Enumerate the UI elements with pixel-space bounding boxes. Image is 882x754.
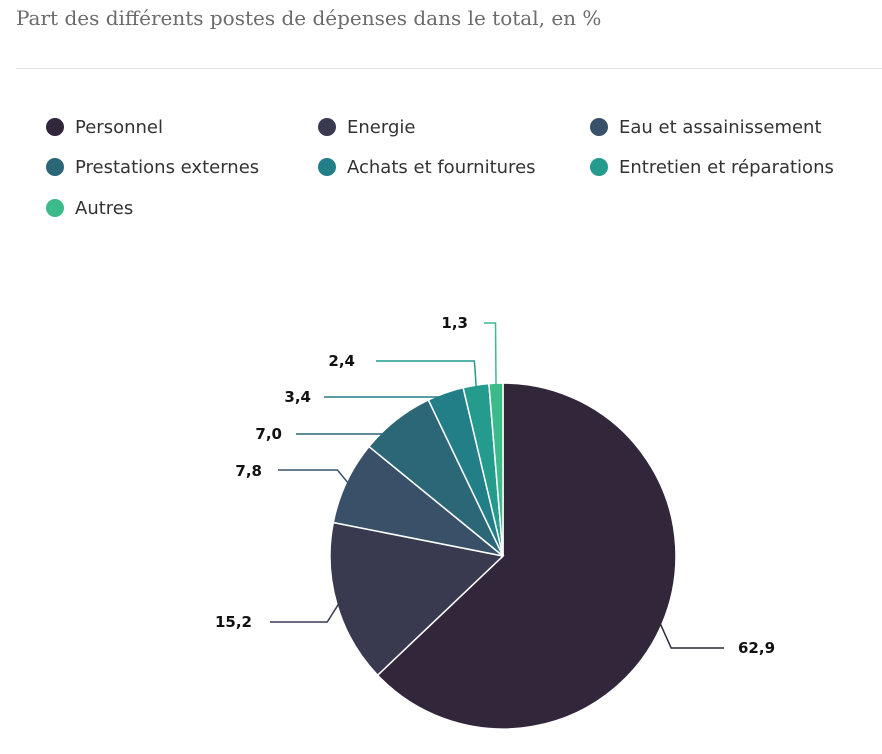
leader-line-5 xyxy=(376,360,477,388)
data-label-2: 7,8 xyxy=(235,462,262,480)
legend-item-prestations-externes[interactable]: Prestations externes xyxy=(46,155,259,179)
legend-item-eau-et-assainissement[interactable]: Eau et assainissement xyxy=(590,115,822,139)
legend-item-personnel[interactable]: Personnel xyxy=(46,115,163,139)
leader-line-3 xyxy=(296,421,398,435)
legend-item-autres[interactable]: Autres xyxy=(46,196,133,220)
legend-swatch-achats-et-fournitures xyxy=(318,158,336,176)
legend-swatch-eau-et-assainissement xyxy=(590,118,608,136)
legend-item-achats-et-fournitures[interactable]: Achats et fournitures xyxy=(318,155,536,179)
leader-line-1 xyxy=(270,603,340,623)
data-label-6: 1,3 xyxy=(441,314,468,332)
legend-label-achats-et-fournitures: Achats et fournitures xyxy=(347,156,536,178)
legend-swatch-autres xyxy=(46,199,64,217)
pie-slice-personnel[interactable] xyxy=(376,382,677,730)
leader-line-6 xyxy=(484,322,497,386)
legend-item-entretien-et-reparations[interactable]: Entretien et réparations xyxy=(590,155,834,179)
data-label-4: 3,4 xyxy=(284,388,311,406)
data-label-5: 2,4 xyxy=(328,352,355,370)
legend-label-autres: Autres xyxy=(75,197,134,219)
legend-label-personnel: Personnel xyxy=(75,116,163,138)
data-label-0: 62,9 xyxy=(738,639,775,657)
legend-label-prestations-externes: Prestations externes xyxy=(75,156,260,178)
legend-swatch-energie xyxy=(318,118,336,136)
legend-label-energie: Energie xyxy=(347,116,416,138)
legend-label-entretien-et-reparations: Entretien et réparations xyxy=(619,156,834,178)
leader-line-0 xyxy=(659,623,724,649)
title-divider xyxy=(16,68,882,69)
legend-swatch-entretien-et-reparations xyxy=(590,158,608,176)
pie-slice-energie[interactable] xyxy=(329,521,505,677)
legend-swatch-personnel xyxy=(46,118,64,136)
leader-line-2 xyxy=(278,469,349,484)
chart-title: Part des différents postes de dépenses d… xyxy=(16,6,602,30)
legend-label-eau-et-assainissement: Eau et assainissement xyxy=(619,116,822,138)
data-label-1: 15,2 xyxy=(215,613,252,631)
data-label-3: 7,0 xyxy=(255,425,282,443)
legend-item-energie[interactable]: Energie xyxy=(318,115,415,139)
legend-swatch-prestations-externes xyxy=(46,158,64,176)
leader-line-4 xyxy=(324,394,447,398)
